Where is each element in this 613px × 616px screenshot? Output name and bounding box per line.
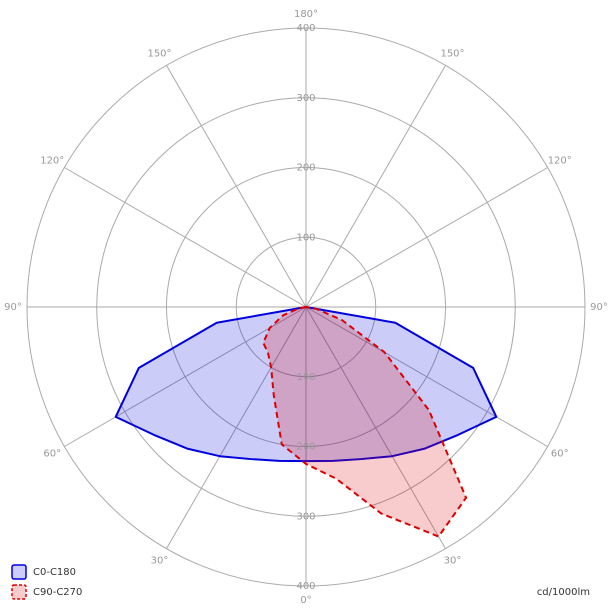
unit-label: cd/1000lm xyxy=(537,587,590,598)
grid-spoke xyxy=(166,306,307,549)
angle-label: 60° xyxy=(551,449,569,460)
angle-label: 120° xyxy=(40,156,64,167)
r-tick-label: 100 xyxy=(296,372,315,383)
grid-spoke xyxy=(305,306,548,447)
angle-label: 120° xyxy=(548,156,572,167)
grid-spoke xyxy=(64,306,307,447)
r-tick-label: 300 xyxy=(296,511,315,522)
grid-spoke xyxy=(305,167,548,308)
r-tick-label: 100 xyxy=(296,232,315,243)
legend-swatch xyxy=(11,564,27,580)
grid-spoke xyxy=(305,306,446,549)
angle-label: 180° xyxy=(294,9,318,20)
legend-label: C0-C180 xyxy=(33,567,76,578)
r-tick-label: 200 xyxy=(296,442,315,453)
r-tick-label: 400 xyxy=(296,581,315,592)
angle-label: 60° xyxy=(43,449,61,460)
grid-spoke xyxy=(166,65,307,308)
grid-spoke xyxy=(305,65,446,308)
angle-label: 0° xyxy=(300,595,311,606)
series-area xyxy=(262,306,468,538)
r-tick-label: 300 xyxy=(296,93,315,104)
grid-spoke xyxy=(64,167,307,308)
legend-label: C90-C270 xyxy=(33,587,82,598)
legend-swatch xyxy=(11,584,27,600)
r-tick-label: 400 xyxy=(296,23,315,34)
series-area xyxy=(114,306,498,463)
angle-label: 30° xyxy=(151,556,169,567)
angle-label: 30° xyxy=(444,556,462,567)
angle-label: 150° xyxy=(147,48,171,59)
r-tick-label: 200 xyxy=(296,163,315,174)
angle-label: 90° xyxy=(4,302,22,313)
angle-label: 150° xyxy=(440,48,464,59)
angle-label: 90° xyxy=(590,302,608,313)
